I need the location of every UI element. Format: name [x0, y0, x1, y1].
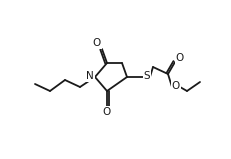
Text: O: O: [175, 53, 183, 63]
Text: O: O: [171, 81, 179, 91]
Text: N: N: [86, 71, 94, 81]
Text: O: O: [102, 107, 111, 117]
Text: O: O: [92, 38, 101, 48]
Text: S: S: [143, 71, 150, 81]
